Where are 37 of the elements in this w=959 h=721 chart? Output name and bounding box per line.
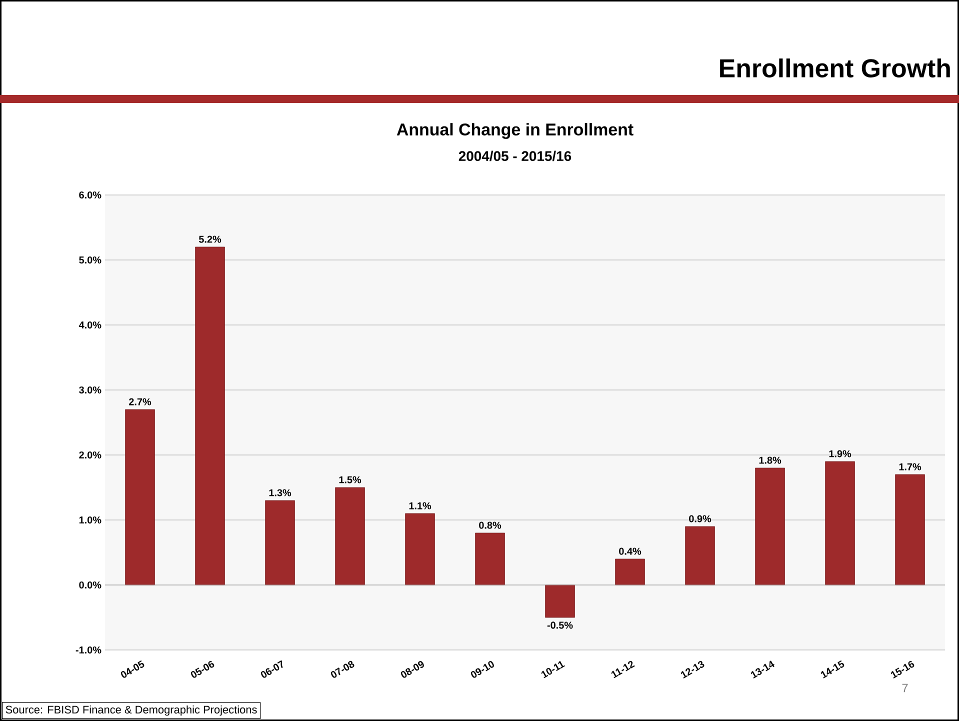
data-label: 1.7% xyxy=(899,463,922,470)
y-tick-label: -1.0% xyxy=(76,646,102,654)
y-tick-label: 1.0% xyxy=(79,516,102,524)
data-label: -0.5% xyxy=(547,622,573,629)
chart-title: Annual Change in Enrollment xyxy=(396,123,634,139)
data-label: 1.9% xyxy=(829,450,852,458)
bar xyxy=(755,468,785,586)
bar xyxy=(335,487,365,586)
y-tick-label: 4.0% xyxy=(78,321,102,329)
data-label: 2.7% xyxy=(129,398,152,406)
data-label: 0.9% xyxy=(689,515,712,522)
text: 7 xyxy=(902,684,908,692)
bar xyxy=(825,461,855,586)
bar xyxy=(615,558,645,586)
bar xyxy=(895,474,925,586)
data-label: 0.8% xyxy=(479,522,502,529)
y-tick-label: 5.0% xyxy=(79,256,102,264)
bar xyxy=(685,526,715,586)
bar xyxy=(265,500,295,586)
data-label: 0.4% xyxy=(619,548,642,555)
text: Enrollment Growth xyxy=(720,58,950,78)
bar xyxy=(475,532,505,586)
data-label: 1.8% xyxy=(759,456,782,464)
bar xyxy=(125,409,155,586)
y-tick-label: 6.0% xyxy=(79,191,102,199)
data-label: 1.3% xyxy=(269,489,292,496)
y-tick-label: 2.0% xyxy=(79,451,102,459)
source-note: Source: FBISD Finance & Demographic Projections xyxy=(6,705,257,716)
bar xyxy=(405,513,435,586)
data-label: 5.2% xyxy=(198,236,222,243)
data-label: 1.5% xyxy=(339,476,362,484)
bar xyxy=(545,584,575,618)
y-tick-label: 3.0% xyxy=(79,386,102,394)
data-label: 1.1% xyxy=(409,502,432,510)
y-tick-label: 0.0% xyxy=(79,581,102,589)
bar xyxy=(195,246,225,586)
chart-subtitle: 2004/05 - 2015/16 xyxy=(458,150,572,162)
